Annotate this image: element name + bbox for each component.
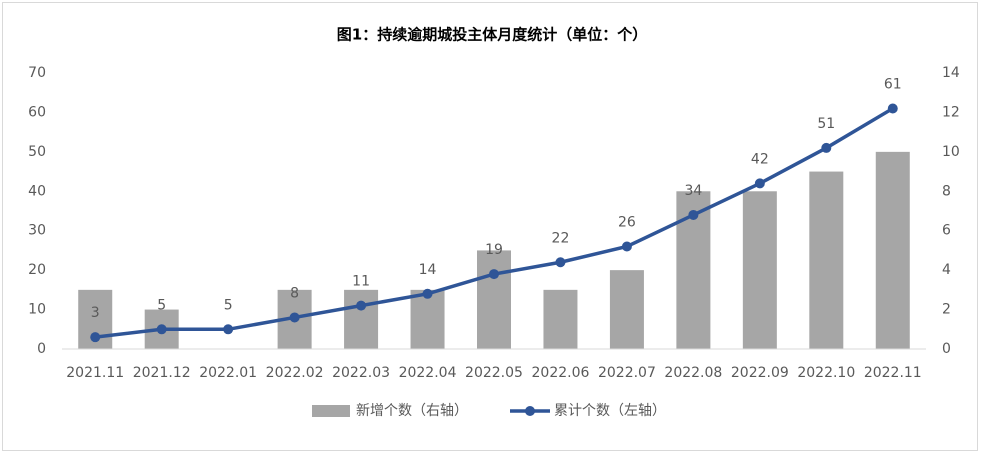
data-label: 14 — [419, 262, 437, 278]
x-tick-label: 2021.11 — [66, 365, 124, 381]
line-point — [555, 257, 566, 268]
y-tick-label: 10 — [28, 302, 46, 318]
data-label: 19 — [485, 242, 503, 258]
x-tick-label: 2022.04 — [399, 365, 457, 381]
data-label: 26 — [618, 214, 636, 230]
data-label: 5 — [157, 297, 166, 313]
line-point — [223, 324, 234, 335]
y-tick-label: 40 — [28, 183, 46, 199]
bar — [344, 289, 379, 349]
chart-title: 图1：持续逾期城投主体月度统计（单位：个） — [337, 26, 647, 44]
x-tick-label: 2022.07 — [598, 365, 656, 381]
y2-tick-label: 6 — [942, 223, 951, 239]
line-point — [887, 103, 898, 114]
data-label: 51 — [817, 116, 835, 132]
y2-tick-label: 0 — [942, 341, 951, 357]
x-tick-label: 2022.05 — [465, 365, 523, 381]
line-point — [422, 288, 433, 299]
legend-label: 累计个数（左轴） — [554, 403, 666, 419]
data-label: 8 — [290, 285, 299, 301]
line-point — [621, 241, 632, 252]
x-tick-label: 2022.02 — [266, 365, 324, 381]
line-point — [356, 300, 367, 311]
line-point — [156, 324, 167, 335]
bar — [410, 289, 445, 349]
data-label: 5 — [224, 297, 233, 313]
x-tick-label: 2022.01 — [199, 365, 257, 381]
data-label: 11 — [352, 274, 370, 290]
x-tick-label: 2022.06 — [532, 365, 590, 381]
y-tick-label: 0 — [37, 341, 46, 357]
line-point — [821, 142, 832, 153]
x-tick-label: 2021.12 — [133, 365, 191, 381]
bar — [809, 171, 844, 349]
data-label: 22 — [552, 230, 570, 246]
line-point — [688, 209, 699, 220]
y-tick-label: 70 — [28, 65, 46, 81]
line-point — [489, 269, 499, 280]
y-tick-label: 30 — [28, 223, 46, 239]
line-point — [754, 178, 765, 189]
legend-swatch — [525, 406, 535, 416]
y2-tick-label: 4 — [942, 262, 951, 278]
line-point — [90, 332, 101, 343]
y-tick-label: 60 — [28, 104, 46, 120]
x-tick-label: 2022.09 — [731, 365, 789, 381]
x-tick-label: 2022.03 — [332, 365, 390, 381]
x-tick-label: 2022.10 — [797, 365, 855, 381]
y-tick-label: 20 — [28, 262, 46, 278]
data-label: 61 — [884, 76, 902, 92]
bar — [477, 250, 511, 349]
y2-tick-label: 14 — [942, 65, 960, 81]
y2-tick-label: 2 — [942, 302, 951, 318]
bar — [543, 289, 578, 349]
data-label: 3 — [91, 305, 100, 321]
data-label: 34 — [684, 183, 702, 199]
bar — [875, 151, 910, 349]
legend-label: 新增个数（右轴） — [356, 403, 468, 419]
bar — [742, 191, 777, 349]
x-tick-label: 2022.08 — [664, 365, 722, 381]
line-point — [289, 312, 300, 323]
y2-tick-label: 12 — [942, 104, 960, 120]
y-tick-label: 50 — [28, 144, 46, 160]
y2-tick-label: 8 — [942, 183, 951, 199]
bar — [609, 270, 644, 349]
y2-tick-label: 10 — [942, 144, 960, 160]
x-tick-label: 2022.11 — [864, 365, 922, 381]
legend-swatch — [312, 405, 350, 417]
data-label: 42 — [751, 151, 769, 167]
